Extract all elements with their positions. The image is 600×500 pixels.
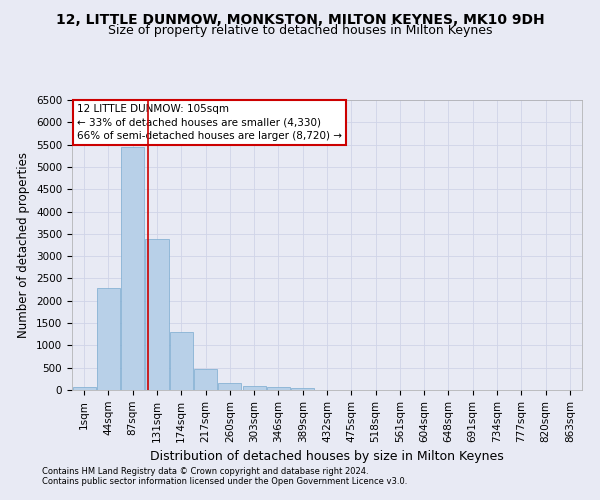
Text: 12 LITTLE DUNMOW: 105sqm
← 33% of detached houses are smaller (4,330)
66% of sem: 12 LITTLE DUNMOW: 105sqm ← 33% of detach… xyxy=(77,104,342,141)
Bar xyxy=(194,368,217,390)
Bar xyxy=(73,386,95,390)
Bar xyxy=(218,382,241,390)
Bar xyxy=(242,386,266,390)
Y-axis label: Number of detached properties: Number of detached properties xyxy=(17,152,31,338)
Bar xyxy=(170,332,193,390)
Text: 12, LITTLE DUNMOW, MONKSTON, MILTON KEYNES, MK10 9DH: 12, LITTLE DUNMOW, MONKSTON, MILTON KEYN… xyxy=(56,12,544,26)
Text: Size of property relative to detached houses in Milton Keynes: Size of property relative to detached ho… xyxy=(108,24,492,37)
Bar xyxy=(291,388,314,390)
Text: Contains HM Land Registry data © Crown copyright and database right 2024.: Contains HM Land Registry data © Crown c… xyxy=(42,467,368,476)
Bar xyxy=(145,239,169,390)
Text: Contains public sector information licensed under the Open Government Licence v3: Contains public sector information licen… xyxy=(42,477,407,486)
Bar xyxy=(121,147,144,390)
Bar xyxy=(267,387,290,390)
X-axis label: Distribution of detached houses by size in Milton Keynes: Distribution of detached houses by size … xyxy=(150,450,504,463)
Bar xyxy=(97,288,120,390)
